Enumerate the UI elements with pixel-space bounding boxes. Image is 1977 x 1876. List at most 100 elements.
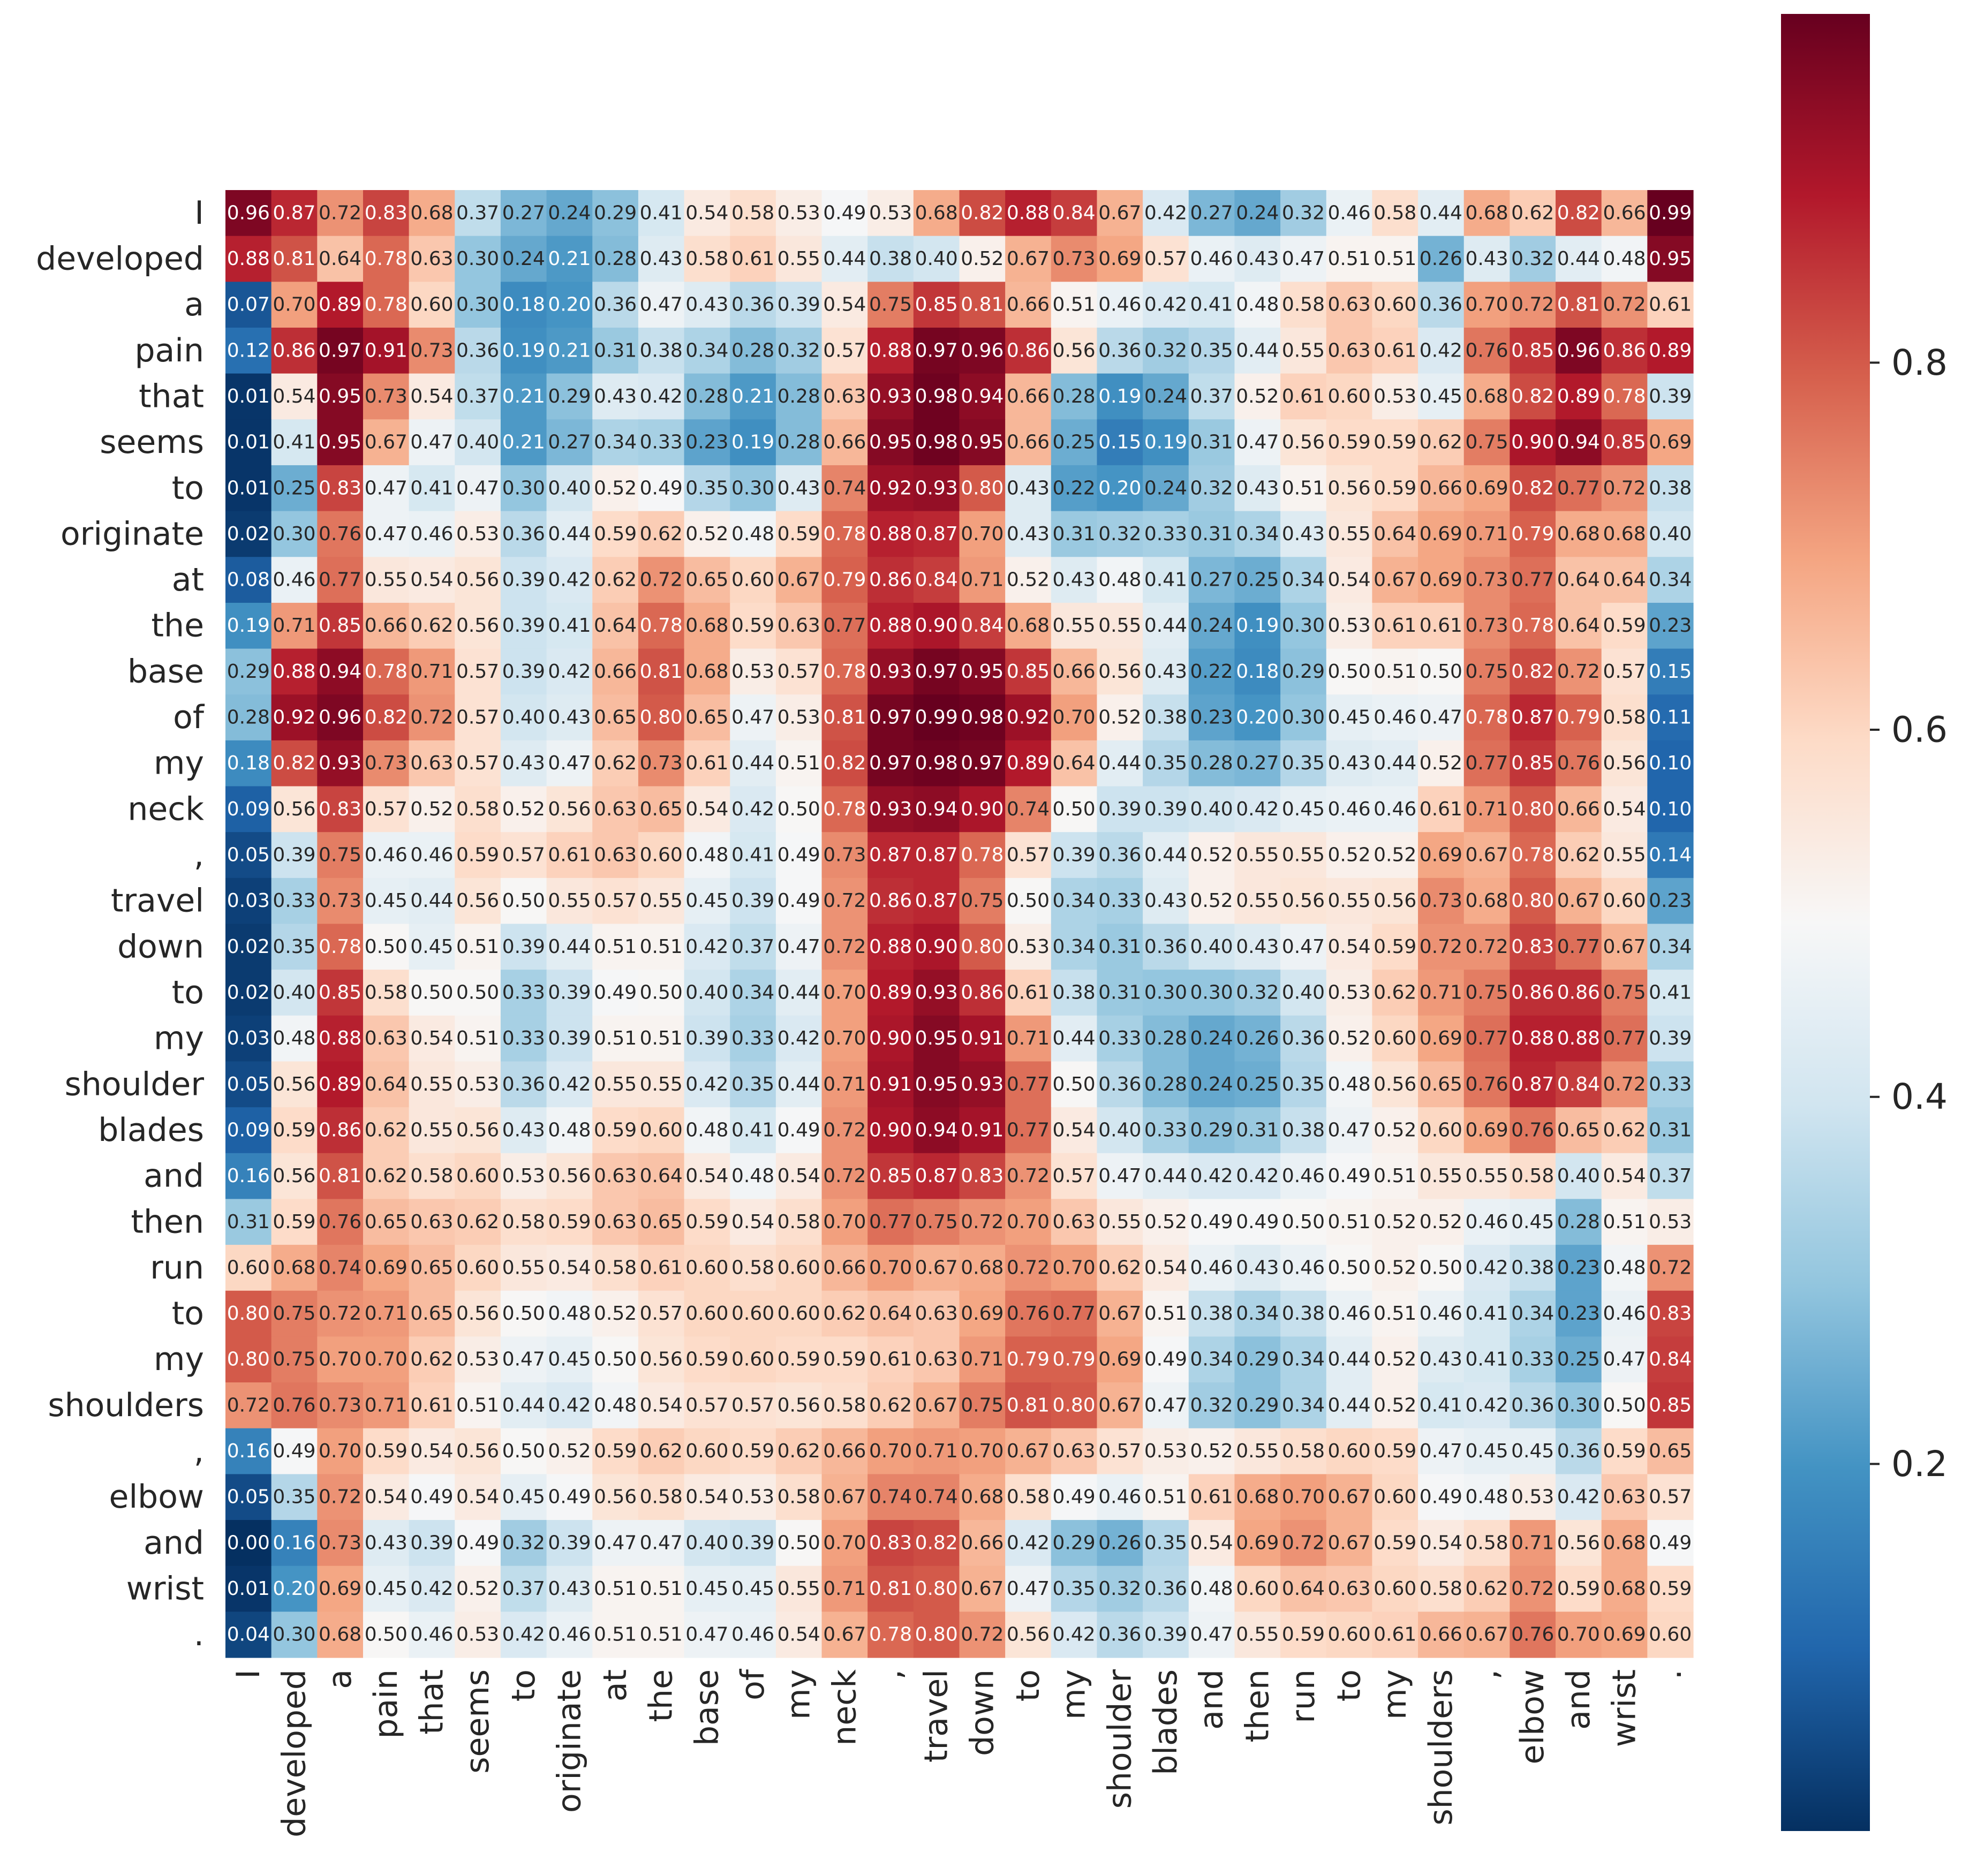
cell-value-label: 0.59	[1374, 432, 1416, 453]
cell-value-label: 0.52	[502, 798, 545, 820]
cell-value-label: 0.61	[731, 248, 774, 270]
heatmap-cell	[363, 1520, 410, 1567]
cell-value-label: 0.62	[410, 1349, 453, 1371]
heatmap-cell	[455, 1015, 501, 1062]
heatmap-cell	[959, 557, 1006, 603]
cell-value-label: 0.61	[1420, 798, 1462, 820]
heatmap-cell	[684, 786, 730, 833]
cell-value-label: 0.19	[1144, 432, 1187, 453]
heatmap-cell	[363, 694, 410, 741]
heatmap-cell	[1556, 878, 1602, 925]
cell-value-label: 0.39	[502, 569, 545, 591]
heatmap-cell	[455, 924, 501, 970]
cell-value-label: 0.60	[685, 1257, 728, 1279]
cell-value-label: 0.48	[548, 1119, 591, 1141]
cell-value-label: 0.36	[1098, 339, 1141, 361]
heatmap-cell	[959, 373, 1006, 420]
heatmap-cell	[684, 190, 730, 237]
cell-value-label: 0.49	[594, 981, 637, 1003]
cell-value-label: 0.92	[869, 477, 912, 499]
heatmap-cell	[1463, 1336, 1510, 1383]
heatmap-cell	[867, 1199, 914, 1245]
cell-value-label: 0.51	[640, 936, 683, 958]
heatmap-cell	[913, 1061, 960, 1108]
heatmap-cell	[1051, 740, 1098, 787]
cell-value-label: 0.36	[1282, 1027, 1325, 1049]
heatmap-cell	[1005, 1290, 1052, 1337]
heatmap-cell	[684, 236, 730, 282]
y-tick-label: to	[172, 974, 204, 1011]
heatmap-cell	[1647, 924, 1694, 970]
cell-value-label: 0.77	[823, 615, 866, 637]
cell-value-label: 0.24	[1236, 202, 1279, 224]
cell-value-label: 0.94	[915, 798, 958, 820]
cell-value-label: 0.72	[1603, 294, 1646, 316]
cell-value-label: 0.33	[1144, 1119, 1187, 1141]
heatmap-cell	[1326, 970, 1373, 1016]
heatmap-cell	[1051, 1107, 1098, 1154]
heatmap-cell	[1143, 1153, 1189, 1200]
cell-value-label: 0.46	[548, 1624, 591, 1646]
heatmap-cell	[409, 236, 455, 282]
heatmap-cell	[1097, 1428, 1143, 1474]
x-tick-label: travel	[918, 1669, 955, 1762]
cell-value-label: 0.50	[1420, 661, 1462, 683]
heatmap-cell	[1510, 1290, 1556, 1337]
cell-value-label: 0.78	[823, 661, 866, 683]
cell-value-label: 0.65	[685, 569, 728, 591]
x-tick-label: my	[1376, 1669, 1414, 1720]
cell-value-label: 0.29	[1190, 1119, 1233, 1141]
cell-value-label: 0.09	[227, 798, 270, 820]
cell-value-label: 0.52	[1328, 844, 1371, 866]
cell-value-label: 0.66	[1007, 385, 1050, 407]
cell-value-label: 0.33	[1511, 1349, 1554, 1371]
heatmap-cell	[913, 602, 960, 649]
cell-value-label: 0.39	[1053, 844, 1096, 866]
cell-value-label: 0.58	[778, 1486, 820, 1508]
heatmap-cell	[409, 190, 455, 237]
heatmap-cell	[684, 694, 730, 741]
heatmap-cell	[225, 1199, 272, 1245]
heatmap-cell	[409, 465, 455, 512]
heatmap-cell	[1280, 1199, 1327, 1245]
cell-value-label: 0.79	[1007, 1349, 1050, 1371]
heatmap-cell	[1005, 878, 1052, 925]
heatmap-cell	[730, 602, 776, 649]
heatmap-cell	[1326, 190, 1373, 237]
heatmap-cell	[1051, 970, 1098, 1016]
heatmap-cell	[730, 557, 776, 603]
cell-value-label: 0.41	[1649, 981, 1692, 1003]
heatmap-cell	[1463, 740, 1510, 787]
heatmap-cell	[546, 236, 593, 282]
heatmap-cell	[1280, 1061, 1327, 1108]
cell-value-label: 0.67	[1098, 1303, 1141, 1325]
heatmap-cell	[1647, 1107, 1694, 1154]
y-tick-label: at	[172, 561, 204, 599]
heatmap-cell	[271, 832, 318, 879]
heatmap-cell	[500, 1153, 547, 1200]
heatmap-cell	[1372, 1199, 1418, 1245]
cell-value-label: 0.67	[1007, 1440, 1050, 1462]
cell-value-label: 0.62	[1374, 981, 1416, 1003]
cell-value-label: 0.54	[1144, 1257, 1187, 1279]
cell-value-label: 0.50	[1053, 798, 1096, 820]
heatmap-cell	[317, 1612, 364, 1658]
heatmap-cell	[1143, 924, 1189, 970]
cell-value-label: 0.56	[456, 890, 499, 912]
cell-value-label: 0.25	[1236, 1073, 1279, 1095]
heatmap-cell	[638, 878, 685, 925]
heatmap-cell	[592, 327, 639, 374]
cell-value-label: 0.69	[1649, 432, 1692, 453]
cell-value-label: 0.69	[1420, 1027, 1462, 1049]
cell-value-label: 0.60	[1236, 1578, 1279, 1600]
cell-value-label: 0.60	[685, 1303, 728, 1325]
heatmap-cell	[730, 648, 776, 695]
cell-value-label: 0.78	[365, 661, 408, 683]
cell-value-label: 0.60	[640, 1119, 683, 1141]
heatmap-cell	[592, 373, 639, 420]
cell-value-label: 0.75	[1465, 661, 1508, 683]
cell-value-label: 0.64	[1374, 523, 1416, 545]
heatmap-cell	[1601, 236, 1648, 282]
cell-value-label: 0.34	[1053, 890, 1096, 912]
cell-value-label: 0.58	[456, 798, 499, 820]
